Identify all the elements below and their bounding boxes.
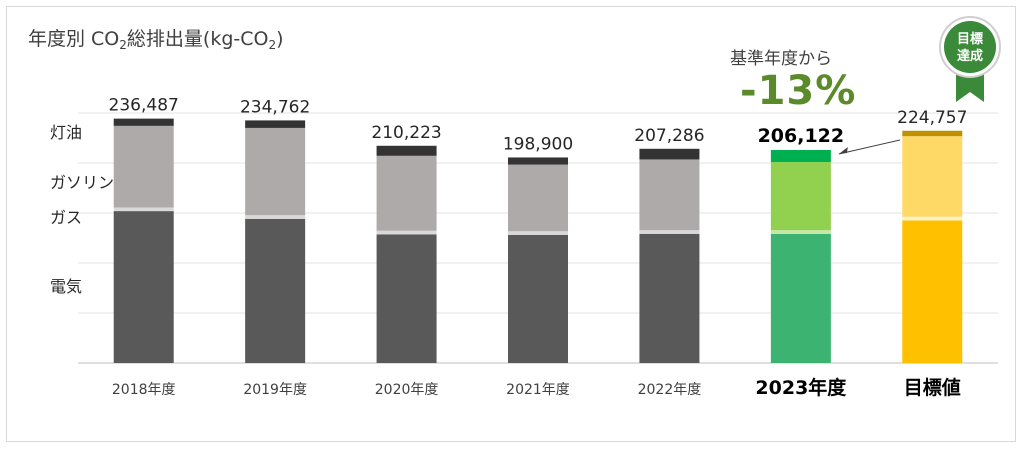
bar-segment (376, 230, 437, 235)
bar-segment (508, 234, 568, 363)
bar-segment (113, 118, 174, 126)
total-data-label: 207,286 (634, 126, 704, 146)
x-tick-label: 目標値 (904, 376, 961, 399)
x-tick-label: 2022年度 (638, 382, 702, 398)
bar-segment (508, 164, 568, 232)
legend-label: ガソリン (50, 173, 114, 192)
bar-segment (113, 207, 174, 212)
bar-segment (245, 120, 306, 128)
bar-segment (376, 155, 437, 231)
annotation-arrow (838, 139, 901, 155)
bar-segment (639, 159, 700, 231)
total-data-label: 234,762 (240, 97, 310, 117)
bar-segment (245, 215, 306, 219)
bar-segment (376, 145, 437, 156)
chart-title: 年度別 CO2総排出量(kg-CO2) (28, 28, 284, 52)
bar-segment (245, 218, 306, 363)
x-tick-label: 2021年度 (506, 382, 570, 398)
bar-segment (639, 230, 700, 234)
badge-line-2: 達成 (957, 48, 983, 64)
bar-segment (508, 157, 568, 165)
bar-segment (245, 127, 306, 216)
total-data-label: 224,757 (897, 108, 967, 128)
bar-segment (902, 136, 963, 217)
bar-segment (770, 150, 831, 163)
bar-segment (376, 234, 437, 363)
legend-label: 灯油 (50, 123, 82, 142)
annotation-arrowhead-icon (838, 147, 848, 155)
bar-segment (770, 233, 831, 363)
x-tick-label: 2023年度 (755, 376, 847, 399)
legend-label: 電気 (50, 277, 82, 296)
reduction-percentage: -13% (740, 68, 857, 114)
total-data-label: 198,900 (503, 134, 573, 154)
badge-circle (944, 21, 996, 73)
bar-segment (902, 130, 963, 137)
total-data-label: 206,122 (758, 125, 845, 147)
goal-achieved-badge: 目標 達成 (939, 16, 1001, 102)
legend-label: ガス (50, 208, 82, 227)
badge-line-1: 目標 (957, 31, 983, 47)
x-tick-label: 2018年度 (112, 382, 176, 398)
bar-segment (639, 148, 700, 160)
bar-segment (508, 231, 568, 235)
bar-segment (902, 216, 963, 221)
bar-segment (639, 233, 700, 363)
reduction-label: 基準年度から (730, 49, 832, 69)
bar-segment (113, 125, 174, 208)
x-tick-label: 2020年度 (375, 382, 439, 398)
x-tick-label: 2019年度 (243, 382, 307, 398)
bar-segment (770, 162, 831, 231)
total-data-label: 210,223 (371, 123, 441, 143)
bar-segment (113, 211, 174, 363)
bar-segment (902, 220, 963, 363)
bar-segment (770, 230, 831, 234)
total-data-label: 236,487 (109, 96, 179, 116)
